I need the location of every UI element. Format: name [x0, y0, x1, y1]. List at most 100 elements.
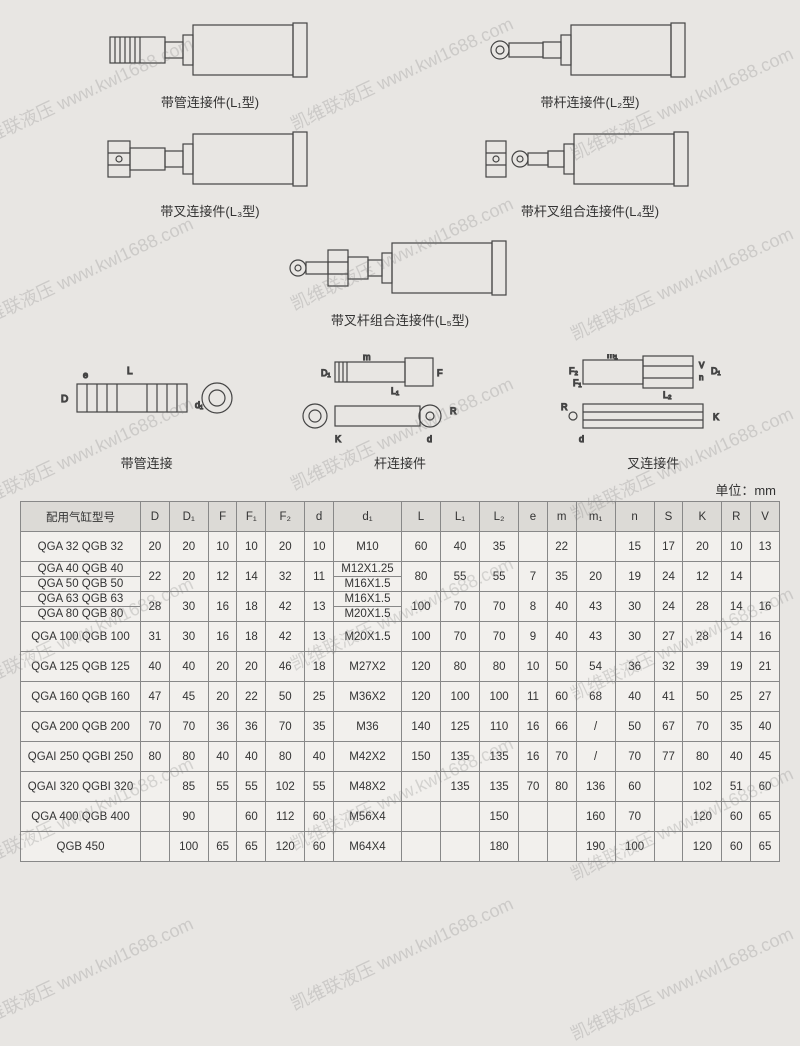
cell-d1: M10 [333, 532, 401, 562]
cell-D: 20 [141, 532, 170, 562]
cell-d1: M42X2 [333, 742, 401, 772]
cell-e: 11 [519, 682, 548, 712]
cell-n: 19 [615, 562, 654, 592]
cell-R: 25 [722, 682, 751, 712]
diagram-l3-label: 带叉连接件(L₃型) [28, 201, 393, 220]
cell-F1: 18 [237, 622, 266, 652]
cell-F2: 32 [266, 562, 305, 592]
cell-L2: 135 [480, 742, 519, 772]
cell-model: QGA 40 QGB 40QGA 50 QGB 50 [21, 562, 141, 592]
cell-F: 16 [208, 622, 237, 652]
cell-L: 120 [401, 652, 440, 682]
table-row: QGA 63 QGB 63QGA 80 QGB 80283016184213M1… [21, 592, 780, 622]
cell-m: 70 [547, 742, 576, 772]
cell-e: 16 [519, 742, 548, 772]
col-V: V [751, 502, 780, 532]
cell-F2: 20 [266, 532, 305, 562]
cell-L: 100 [401, 592, 440, 622]
cell-F: 65 [208, 832, 237, 862]
cell-R: 51 [722, 772, 751, 802]
cell-R: 40 [722, 742, 751, 772]
cell-L: 80 [401, 562, 440, 592]
svg-text:D: D [61, 394, 68, 405]
table-row: QGA 100 QGB 100313016184213M20X1.5100707… [21, 622, 780, 652]
cell-R: 14 [722, 622, 751, 652]
cell-V [751, 562, 780, 592]
cell-L1: 70 [441, 622, 480, 652]
cell-d: 10 [305, 532, 334, 562]
cell-V: 16 [751, 622, 780, 652]
cell-e: 16 [519, 712, 548, 742]
svg-text:D₁: D₁ [711, 366, 721, 376]
cell-F1: 40 [237, 742, 266, 772]
cell-L1: 55 [441, 562, 480, 592]
cell-F1: 36 [237, 712, 266, 742]
watermark-text: 凯维联液压 www.kwl1688.com [566, 920, 797, 1046]
table-row: QGA 160 QGB 160474520225025M36X212010010… [21, 682, 780, 712]
svg-text:R: R [561, 402, 568, 412]
cell-m1: 43 [576, 622, 615, 652]
cell-S: 67 [654, 712, 683, 742]
cell-model: QGA 200 QGB 200 [21, 712, 141, 742]
cell-F [208, 802, 237, 832]
cell-m: 50 [547, 652, 576, 682]
cell-L1: 125 [441, 712, 480, 742]
cell-e: 7 [519, 562, 548, 592]
cell-L2: 80 [480, 652, 519, 682]
cell-d: 60 [305, 832, 334, 862]
cell-n: 100 [615, 832, 654, 862]
cell-m1: 160 [576, 802, 615, 832]
cell-F1: 60 [237, 802, 266, 832]
cell-m: 66 [547, 712, 576, 742]
cell-model: QGA 160 QGB 160 [21, 682, 141, 712]
cell-F: 10 [208, 532, 237, 562]
cell-D [141, 802, 170, 832]
cell-m1 [576, 532, 615, 562]
diagram-l5: 带叉杆组合连接件(L₅型) [20, 228, 780, 329]
cell-L2: 55 [480, 562, 519, 592]
cell-d: 60 [305, 802, 334, 832]
cell-K: 50 [683, 682, 722, 712]
cell-F2: 42 [266, 592, 305, 622]
cell-L2: 150 [480, 802, 519, 832]
cell-K: 12 [683, 562, 722, 592]
cell-e: 70 [519, 772, 548, 802]
cell-D1: 30 [169, 592, 208, 622]
cell-L: 120 [401, 682, 440, 712]
cell-d: 40 [305, 742, 334, 772]
cell-d: 35 [305, 712, 334, 742]
cell-L [401, 802, 440, 832]
cell-F2: 50 [266, 682, 305, 712]
cell-D1: 40 [169, 652, 208, 682]
diagram-l1: 带管连接件(L₁型) [28, 10, 393, 111]
col-F: F [208, 502, 237, 532]
cell-D: 28 [141, 592, 170, 622]
col-S: S [654, 502, 683, 532]
svg-text:m: m [363, 354, 371, 362]
cell-S: 24 [654, 592, 683, 622]
cell-V: 65 [751, 802, 780, 832]
cylinder-diagrams-row: 带管连接件(L₁型) 带杆连接件(L₂型) [20, 10, 780, 339]
col-K: K [683, 502, 722, 532]
cell-L: 60 [401, 532, 440, 562]
cell-D1: 45 [169, 682, 208, 712]
cell-e: 9 [519, 622, 548, 652]
cell-e [519, 532, 548, 562]
cell-D1: 20 [169, 562, 208, 592]
svg-text:d: d [427, 434, 432, 444]
cell-K: 70 [683, 712, 722, 742]
cell-n: 30 [615, 622, 654, 652]
cell-F1: 10 [237, 532, 266, 562]
diagram-l4: 带杆叉组合连接件(L₄型) [408, 119, 773, 220]
cell-R: 19 [722, 652, 751, 682]
cell-e [519, 802, 548, 832]
cell-V: 45 [751, 742, 780, 772]
col-m: m [547, 502, 576, 532]
diagram-l4-label: 带杆叉组合连接件(L₄型) [408, 201, 773, 220]
cell-S: 17 [654, 532, 683, 562]
diagram-l2-label: 带杆连接件(L₂型) [408, 92, 773, 111]
cell-model: QGA 125 QGB 125 [21, 652, 141, 682]
cell-F: 40 [208, 742, 237, 772]
cell-m: 80 [547, 772, 576, 802]
svg-text:F₁: F₁ [573, 378, 582, 388]
